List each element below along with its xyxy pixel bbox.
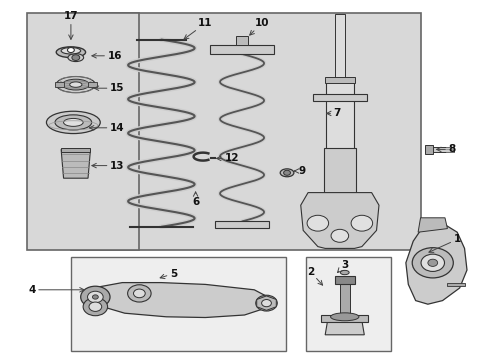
Text: 13: 13	[92, 161, 124, 171]
Ellipse shape	[62, 79, 89, 90]
Ellipse shape	[61, 48, 81, 54]
Text: 2: 2	[306, 267, 322, 285]
Circle shape	[72, 55, 80, 60]
Text: 17: 17	[63, 11, 78, 39]
Polygon shape	[300, 193, 378, 248]
Bar	[236, 36, 247, 45]
Ellipse shape	[46, 111, 100, 134]
Circle shape	[81, 286, 110, 308]
Text: 12: 12	[216, 153, 239, 163]
Circle shape	[330, 229, 348, 242]
Bar	[334, 14, 344, 83]
Circle shape	[350, 215, 372, 231]
Text: 9: 9	[294, 166, 305, 176]
Polygon shape	[447, 283, 464, 286]
Circle shape	[283, 170, 290, 175]
Circle shape	[261, 300, 271, 307]
Ellipse shape	[56, 77, 95, 93]
Polygon shape	[61, 149, 90, 178]
Bar	[321, 315, 367, 322]
Circle shape	[67, 48, 74, 53]
Text: 3: 3	[337, 260, 347, 273]
Text: 10: 10	[249, 18, 268, 35]
Circle shape	[127, 285, 151, 302]
Text: 6: 6	[192, 192, 199, 207]
Bar	[425, 147, 453, 152]
Bar	[325, 79, 353, 149]
Bar	[425, 145, 432, 154]
Text: 8: 8	[436, 144, 455, 154]
Bar	[88, 82, 97, 87]
Bar	[334, 276, 354, 284]
Ellipse shape	[280, 169, 293, 177]
Circle shape	[255, 295, 277, 311]
Ellipse shape	[69, 82, 81, 87]
Bar	[324, 148, 355, 193]
Bar	[339, 281, 349, 315]
Ellipse shape	[68, 54, 83, 62]
Bar	[55, 82, 63, 87]
Ellipse shape	[56, 47, 85, 58]
Text: 4: 4	[28, 285, 84, 295]
Polygon shape	[405, 223, 466, 304]
Ellipse shape	[330, 313, 358, 321]
Text: 15: 15	[94, 83, 124, 93]
Bar	[71, 257, 285, 351]
Circle shape	[92, 295, 98, 299]
Ellipse shape	[340, 270, 348, 275]
Bar	[325, 77, 354, 83]
Polygon shape	[85, 283, 271, 318]
Text: 16: 16	[92, 51, 122, 61]
Circle shape	[87, 291, 103, 303]
Polygon shape	[256, 296, 276, 310]
Bar	[61, 148, 90, 152]
Ellipse shape	[55, 115, 92, 130]
Text: 5: 5	[160, 269, 177, 279]
Text: 14: 14	[89, 123, 124, 133]
Bar	[305, 257, 390, 351]
Bar	[312, 94, 366, 101]
Bar	[27, 13, 139, 250]
Text: 1: 1	[428, 234, 460, 252]
Circle shape	[427, 259, 437, 266]
Circle shape	[83, 298, 107, 316]
Bar	[215, 221, 268, 228]
Polygon shape	[325, 320, 364, 335]
Circle shape	[411, 248, 452, 278]
Text: 7: 7	[326, 108, 341, 118]
Text: 11: 11	[183, 18, 212, 39]
Ellipse shape	[63, 118, 83, 126]
Circle shape	[133, 289, 145, 298]
Bar	[210, 45, 273, 54]
Circle shape	[89, 302, 102, 311]
Bar	[71, 13, 420, 250]
Circle shape	[420, 254, 444, 271]
Circle shape	[306, 215, 328, 231]
Polygon shape	[417, 218, 447, 232]
